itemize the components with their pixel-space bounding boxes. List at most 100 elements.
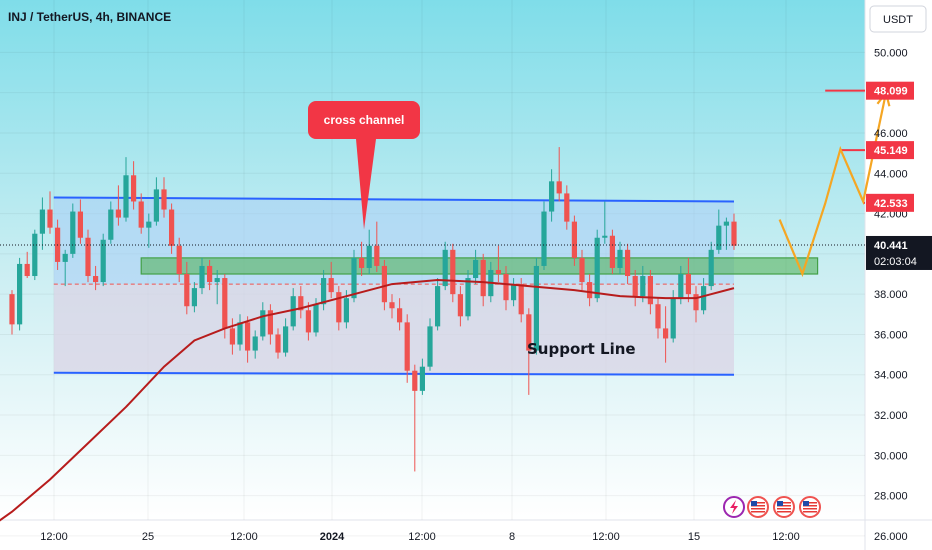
flag-canton: [777, 501, 783, 506]
candle-body: [321, 278, 327, 305]
target-price-label: 48.099: [874, 86, 908, 98]
candle-body: [412, 370, 418, 391]
candle-body: [47, 209, 53, 228]
candle-body: [123, 175, 129, 218]
x-tick-label: 12:00: [772, 531, 800, 543]
currency-box: [869, 5, 927, 33]
candle-body: [678, 274, 684, 299]
candle-body: [290, 296, 296, 327]
flag-stripe: [777, 511, 791, 513]
candle-body: [541, 211, 547, 266]
x-tick-label: 15: [688, 531, 700, 543]
y-tick-label: 38.000: [874, 289, 908, 301]
candle-body: [723, 221, 729, 226]
candle-body: [222, 278, 228, 329]
callout-bubble: [308, 101, 420, 230]
candle-body: [100, 239, 106, 283]
y-tick-label: 46.000: [874, 128, 908, 140]
candle-body: [647, 276, 653, 305]
candle-body: [381, 265, 387, 303]
bolt-icon[interactable]: [723, 496, 745, 518]
flag-stripe: [803, 508, 817, 510]
flag-stripe: [777, 505, 791, 507]
candle-body: [708, 249, 714, 287]
candle-body: [9, 294, 15, 325]
candle-body: [457, 294, 463, 317]
candle-body: [115, 209, 121, 218]
candle-body: [298, 296, 304, 311]
candle-body: [533, 265, 539, 351]
price-badges: 42.533 45.149 48.099 40.441 02:03:04: [866, 81, 932, 270]
candle-body: [465, 278, 471, 317]
candle-body: [70, 211, 76, 254]
candle-body: [267, 310, 273, 335]
y-tick-label: 34.000: [874, 370, 908, 382]
candle-body: [184, 274, 190, 307]
x-tick-label: 25: [142, 531, 154, 543]
candle-body: [685, 274, 691, 295]
candle-body: [366, 245, 372, 268]
candle-body: [625, 249, 631, 277]
candle-body: [602, 235, 608, 238]
candle-body: [663, 328, 669, 339]
candle-body: [237, 322, 243, 345]
y-tick-label: 26.000: [874, 531, 908, 543]
current-price-badge: [866, 235, 932, 270]
candle-body: [609, 235, 615, 268]
candle-body: [617, 249, 623, 268]
candle-body: [336, 292, 342, 323]
x-tick-label: 12:00: [408, 531, 436, 543]
candle-body: [495, 269, 501, 275]
candle-body: [450, 249, 456, 295]
countdown-label: 02:03:04: [874, 256, 917, 268]
candle-body: [571, 221, 577, 258]
flag-stripe: [777, 508, 791, 510]
candle-body: [214, 278, 220, 283]
us-flag-icon[interactable]: [747, 496, 769, 518]
candle-body: [351, 257, 357, 299]
candle-body: [731, 221, 737, 246]
candle-body: [564, 193, 570, 222]
y-tick-label: 36.000: [874, 329, 908, 341]
x-tick-label: 12:00: [230, 531, 258, 543]
target-price-badge: [866, 141, 914, 160]
candle-body: [260, 310, 266, 337]
candle-body: [435, 286, 441, 327]
demand-zone: [140, 257, 819, 275]
candle-body: [549, 181, 555, 212]
candle-body: [594, 237, 600, 299]
flag-stripe: [803, 502, 817, 504]
us-flag-icon[interactable]: [799, 496, 821, 518]
candle-body: [283, 326, 289, 353]
currency-label: USDT: [883, 14, 913, 26]
flag-stripe: [751, 511, 765, 513]
support-line-label: Support Line: [527, 340, 636, 358]
flag-icon-ring: [773, 496, 795, 518]
candle-body: [207, 265, 213, 283]
ma-line: [0, 279, 735, 522]
projection-path: [778, 92, 888, 278]
y-tick-label: 32.000: [874, 410, 908, 422]
flag-stripe: [803, 505, 817, 507]
candle-body: [397, 308, 403, 323]
flag-stripe: [777, 502, 791, 504]
candle-body: [24, 263, 30, 277]
candle-body: [85, 237, 91, 277]
candle-body: [161, 189, 167, 210]
candle-body: [138, 201, 144, 228]
candle-body: [670, 298, 676, 339]
candle-body: [229, 328, 235, 345]
target-price-label: 45.149: [874, 145, 908, 157]
flag-stripe: [751, 502, 765, 504]
flag-icon-ring: [747, 496, 769, 518]
candle-body: [716, 225, 722, 250]
candle-body: [252, 336, 258, 351]
candle-body: [313, 304, 319, 333]
candle-body: [419, 366, 425, 391]
candle-body: [587, 282, 593, 299]
us-flag-icon[interactable]: [773, 496, 795, 518]
candle-body: [518, 284, 524, 315]
event-icons[interactable]: [723, 496, 821, 518]
candle-body: [701, 286, 707, 311]
